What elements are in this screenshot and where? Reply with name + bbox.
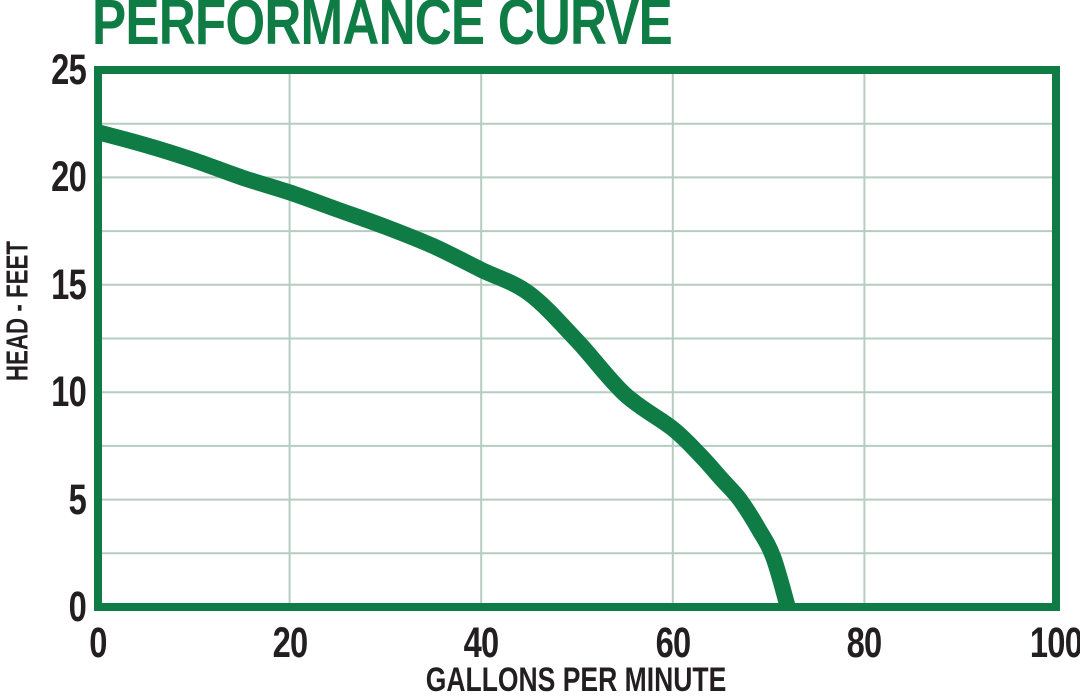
y-tick-label: 0 (68, 583, 87, 631)
y-tick-label: 10 (51, 368, 87, 417)
chart-title: PERFORMANCE CURVE (92, 0, 673, 58)
y-tick-label: 15 (51, 260, 87, 309)
y-tick-label: 25 (51, 46, 87, 94)
x-tick-label: 20 (272, 619, 308, 667)
x-tick-label: 40 (463, 619, 500, 667)
x-tick-label: 100 (1029, 619, 1080, 667)
x-tick-label: 0 (89, 619, 107, 667)
y-tick-label: 20 (51, 153, 87, 202)
y-axis-title: HEAD - FEET (0, 240, 35, 382)
y-tick-label: 5 (68, 475, 87, 524)
x-tick-label: 80 (846, 619, 883, 667)
plot-border (94, 66, 1060, 611)
x-tick-label: 60 (655, 619, 691, 667)
performance-curve-line (94, 124, 796, 611)
x-axis-title: GALLONS PER MINUTE (425, 661, 727, 699)
